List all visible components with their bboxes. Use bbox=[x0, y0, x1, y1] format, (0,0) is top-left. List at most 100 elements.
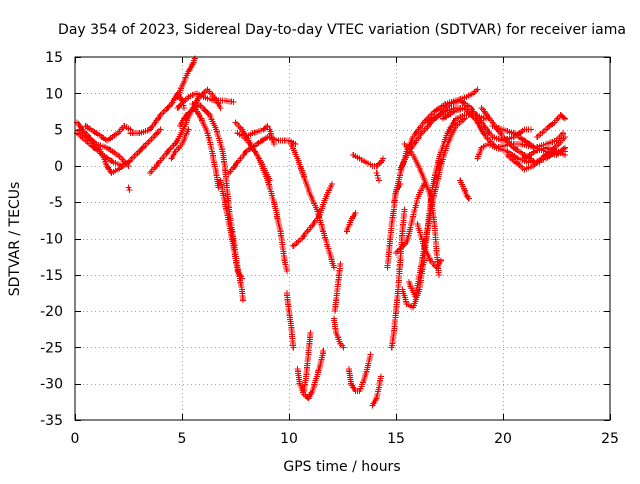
data-point bbox=[559, 130, 566, 137]
data-point bbox=[378, 373, 385, 380]
data-point bbox=[560, 114, 567, 121]
y-tick-label: 10 bbox=[45, 86, 63, 102]
data-series-arc-16 bbox=[234, 130, 273, 184]
data-point bbox=[263, 124, 270, 131]
data-point bbox=[126, 186, 133, 193]
y-axis-title: SDTVAR / TECUs bbox=[7, 182, 23, 297]
x-tick-label: 10 bbox=[280, 431, 298, 447]
data-series-arc-42 bbox=[457, 177, 472, 202]
data-series-arc-13 bbox=[217, 177, 245, 282]
data-point bbox=[474, 86, 481, 93]
data-point bbox=[215, 184, 222, 191]
data-series-arc-09 bbox=[174, 55, 198, 100]
data-series-arc-12 bbox=[189, 101, 222, 191]
data-series-arc-32 bbox=[388, 206, 408, 351]
data-point bbox=[266, 177, 273, 184]
data-series-arc-03 bbox=[74, 130, 126, 169]
data-point bbox=[238, 275, 245, 282]
data-point bbox=[328, 181, 335, 188]
data-series-arc-46 bbox=[504, 133, 569, 173]
data-point bbox=[472, 87, 479, 94]
data-point bbox=[320, 348, 327, 355]
y-tick-label: -5 bbox=[49, 195, 63, 211]
data-series-arc-27 bbox=[345, 351, 374, 394]
data-point bbox=[157, 126, 164, 133]
x-tick-label: 25 bbox=[601, 431, 619, 447]
data-series-arc-47 bbox=[521, 144, 569, 162]
data-series-arc-11 bbox=[176, 101, 246, 304]
data-series-arc-39 bbox=[414, 220, 444, 271]
data-point bbox=[380, 155, 387, 162]
x-tick-label: 15 bbox=[387, 431, 405, 447]
data-point bbox=[271, 141, 278, 148]
data-series-arc-28 bbox=[350, 152, 387, 169]
y-tick-label: -30 bbox=[40, 377, 63, 393]
data-point bbox=[119, 162, 126, 169]
data-series-arc-02 bbox=[76, 126, 132, 169]
data-point bbox=[340, 344, 347, 351]
data-series-arc-05 bbox=[125, 184, 133, 193]
data-point bbox=[435, 271, 442, 278]
data-point bbox=[217, 104, 224, 111]
data-point bbox=[352, 210, 359, 217]
data-point bbox=[527, 126, 534, 133]
data-series-arc-43 bbox=[474, 141, 543, 166]
label-layer: 0 5 10 15 20 25 -35 -30 -25 -20 -15 -10 -5 0 5 10 15 bbox=[40, 50, 619, 447]
x-tick-label: 0 bbox=[71, 431, 80, 447]
data-point bbox=[367, 351, 374, 358]
data-series-arc-33 bbox=[393, 181, 427, 257]
data-series-arc-19 bbox=[283, 289, 297, 351]
data-point bbox=[283, 268, 290, 275]
y-tick-label: -35 bbox=[40, 413, 63, 429]
chart-title: Day 354 of 2023, Sidereal Day-to-day VTE… bbox=[58, 22, 626, 38]
y-tick-label: 0 bbox=[54, 159, 63, 175]
data-point bbox=[465, 195, 472, 202]
data-point bbox=[330, 264, 337, 271]
data-point bbox=[239, 297, 246, 304]
data-point bbox=[376, 160, 383, 167]
data-series-arc-25 bbox=[332, 260, 344, 315]
y-tick-label: 15 bbox=[45, 50, 63, 66]
x-tick-label: 20 bbox=[494, 431, 512, 447]
data-point bbox=[230, 99, 237, 106]
data-point bbox=[185, 126, 192, 133]
data-point bbox=[562, 133, 569, 140]
y-tick-label: -25 bbox=[40, 340, 63, 356]
data-series-arc-34 bbox=[390, 86, 481, 206]
data-series-arc-24 bbox=[330, 315, 347, 351]
y-tick-label: 5 bbox=[54, 123, 63, 139]
y-tick-label: -10 bbox=[40, 232, 63, 248]
y-tick-label: -15 bbox=[40, 268, 63, 284]
data-point bbox=[264, 122, 271, 129]
data-series-arc-21 bbox=[300, 329, 314, 394]
data-point bbox=[562, 115, 569, 122]
data-point bbox=[461, 115, 468, 122]
data-series-arc-30 bbox=[373, 170, 382, 184]
y-tick-label: -20 bbox=[40, 304, 63, 320]
data-point bbox=[181, 104, 188, 111]
data-series-arc-18 bbox=[266, 126, 278, 148]
data-point bbox=[307, 329, 314, 336]
data-layer bbox=[74, 55, 569, 409]
data-series-arc-08 bbox=[168, 126, 192, 162]
data-point bbox=[401, 206, 408, 213]
data-series-arc-17 bbox=[243, 122, 271, 140]
plot-frame bbox=[74, 56, 611, 421]
data-series-arc-26 bbox=[343, 210, 359, 235]
data-point bbox=[437, 257, 444, 264]
data-point bbox=[125, 162, 132, 169]
data-series-arc-23 bbox=[290, 181, 335, 249]
data-series-arc-20 bbox=[294, 348, 327, 402]
data-series-arc-29 bbox=[369, 373, 385, 409]
data-point bbox=[332, 308, 339, 315]
data-series-arc-10 bbox=[174, 90, 237, 111]
data-point bbox=[191, 55, 198, 62]
grid-layer bbox=[75, 57, 610, 420]
data-series-arc-40 bbox=[425, 97, 534, 144]
data-series-arc-48 bbox=[534, 112, 569, 140]
data-point bbox=[562, 152, 569, 159]
data-point bbox=[290, 344, 297, 351]
x-axis-title: GPS time / hours bbox=[283, 459, 400, 475]
data-point bbox=[375, 177, 382, 184]
